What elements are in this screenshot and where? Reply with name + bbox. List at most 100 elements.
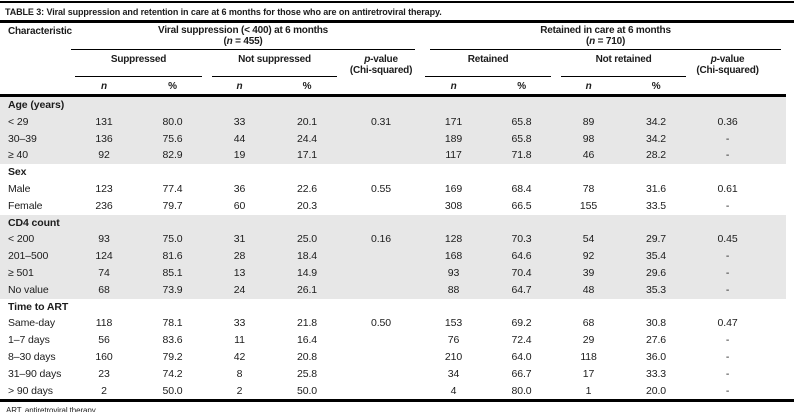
- cell-value: -: [691, 147, 787, 165]
- table-title-text: Viral suppression and retention in care …: [46, 7, 442, 17]
- cell-value: 20.3: [296, 199, 318, 212]
- cell-value: 155: [579, 199, 598, 212]
- cell-value: 31.6: [646, 182, 667, 195]
- cell-value: 8: [236, 367, 243, 380]
- cell-value: 78.1: [162, 317, 183, 330]
- cell-value: 82.9: [138, 147, 207, 165]
- row-label: 30–39: [0, 130, 70, 148]
- cell-value: 78: [582, 182, 595, 195]
- cell-value: 88: [420, 281, 488, 299]
- table-row: No value 68 73.9 24 26.1 88 64.7 48 35.3-: [0, 281, 787, 299]
- cell-value: 89: [556, 113, 622, 131]
- cell-value: [342, 332, 420, 349]
- cell-value: 30.8: [646, 317, 667, 330]
- cell-value: -: [725, 384, 730, 397]
- col-suppressed-pct: %: [168, 81, 177, 92]
- bottom-rule: [0, 399, 794, 402]
- cell-value: 14.9: [272, 264, 342, 282]
- section-label: CD4 count: [0, 214, 787, 232]
- cell-value: 21.8: [296, 317, 318, 330]
- cell-value: 28: [207, 248, 272, 265]
- cell-value: 2: [101, 384, 107, 397]
- cell-value: 36: [233, 182, 246, 195]
- row-label: 8–30 days: [8, 350, 56, 363]
- table-row: 31–90 days 23 74.2 8 25.8 34 66.7 17 33.3 -: [0, 366, 786, 383]
- table-row: > 90 days 2 50.0 2 50.0 4 80.0 1 20.0 -: [0, 383, 786, 400]
- cell-value: 44: [207, 130, 272, 148]
- cell-value: 34.2: [621, 113, 692, 131]
- cell-value: 33: [233, 317, 246, 330]
- cell-value: 0.55: [371, 182, 392, 195]
- row-label: Female: [8, 199, 43, 212]
- cell-value: 68.4: [511, 182, 532, 195]
- cell-value: 123: [95, 182, 113, 195]
- cell-value: 65.8: [487, 113, 557, 131]
- cell-value: 0.36: [691, 113, 787, 131]
- cell-value: 64.7: [487, 281, 557, 299]
- group1-n: (n = 455): [223, 36, 263, 47]
- row-label: 31–90 days: [8, 367, 62, 380]
- cell-value: [342, 264, 421, 282]
- cell-value: 0.47: [717, 317, 738, 330]
- cell-value: [342, 366, 420, 383]
- cell-value: 210: [444, 350, 463, 363]
- cell-value: [342, 198, 420, 215]
- cell-value: 169: [444, 182, 463, 195]
- cell-value: 29.7: [621, 231, 692, 249]
- table-footnote: ART, antiretroviral therapy.: [6, 405, 98, 412]
- cell-value: 29.6: [621, 264, 692, 282]
- section-header-row: Age (years): [0, 95, 787, 114]
- table-row: 30–39 136 75.6 44 24.4 189 65.8 98 34.2-: [0, 130, 787, 148]
- cell-value: 17.1: [272, 147, 342, 165]
- results-table: Characteristic Viral suppression (< 400)…: [0, 23, 787, 400]
- cell-value: [342, 281, 421, 299]
- table-row: Female 236 79.7 60 20.3 308 66.5 155 33.5 -: [0, 198, 786, 215]
- cell-value: -: [691, 264, 787, 282]
- table-number: TABLE 3:: [5, 7, 45, 17]
- cell-value: 168: [420, 248, 488, 265]
- cell-value: 35.3: [621, 281, 692, 299]
- cell-value: 20.1: [272, 113, 342, 131]
- cell-value: 34: [447, 367, 460, 380]
- cell-value: 72.4: [511, 334, 532, 347]
- cell-value: 28.2: [621, 147, 692, 165]
- cell-value: 24: [207, 281, 272, 299]
- cell-value: 33.3: [646, 367, 667, 380]
- section-header-row: Time to ART: [0, 299, 786, 316]
- cell-value: -: [725, 199, 730, 212]
- cell-value: 81.6: [138, 248, 207, 265]
- cell-value: 29: [582, 334, 595, 347]
- subheader-pvalue-retention: p-value (Chi-squared): [696, 54, 759, 76]
- cell-value: 75.6: [138, 130, 207, 148]
- cell-value: 75.0: [138, 231, 207, 249]
- table-row: 8–30 days 160 79.2 42 20.8 210 64.0 118 36.0 -: [0, 349, 786, 366]
- section-header-row: Sex: [0, 164, 786, 181]
- cell-value: 35.4: [621, 248, 692, 265]
- cell-value: 25.8: [296, 367, 318, 380]
- cell-value: 56: [98, 334, 110, 347]
- cell-value: 118: [580, 350, 597, 363]
- cell-value: 64.6: [487, 248, 557, 265]
- cell-value: 128: [420, 231, 488, 249]
- group2-n: (n = 710): [586, 36, 626, 47]
- cell-value: [342, 248, 421, 265]
- cell-value: 26.1: [272, 281, 342, 299]
- table-row: < 29 131 80.0 33 20.1 0.31 171 65.8 89 34.2 0.36: [0, 113, 787, 131]
- cell-value: 66.7: [511, 367, 532, 380]
- table-row: 201–500 124 81.6 28 18.4 168 64.6 92 35.4-: [0, 248, 787, 265]
- header-spanner-row: Characteristic Viral suppression (< 400)…: [0, 23, 786, 50]
- table-row: Male 123 77.4 36 22.6 0.55 169 68.4 78 31.6 0.61: [0, 181, 786, 198]
- cell-value: 60: [233, 199, 246, 212]
- section-header-row: CD4 count: [0, 214, 787, 232]
- cell-value: 0.31: [342, 113, 421, 131]
- cell-value: 13: [207, 264, 272, 282]
- cell-value: 92: [70, 147, 138, 165]
- cell-value: [342, 147, 421, 165]
- cell-value: 124: [70, 248, 138, 265]
- cell-value: -: [725, 350, 730, 363]
- subheader-not-retained: Not retained: [556, 50, 691, 79]
- cell-value: 48: [556, 281, 622, 299]
- cell-value: 0.61: [717, 182, 738, 195]
- cell-value: 19: [207, 147, 272, 165]
- cell-value: 16.4: [296, 334, 318, 347]
